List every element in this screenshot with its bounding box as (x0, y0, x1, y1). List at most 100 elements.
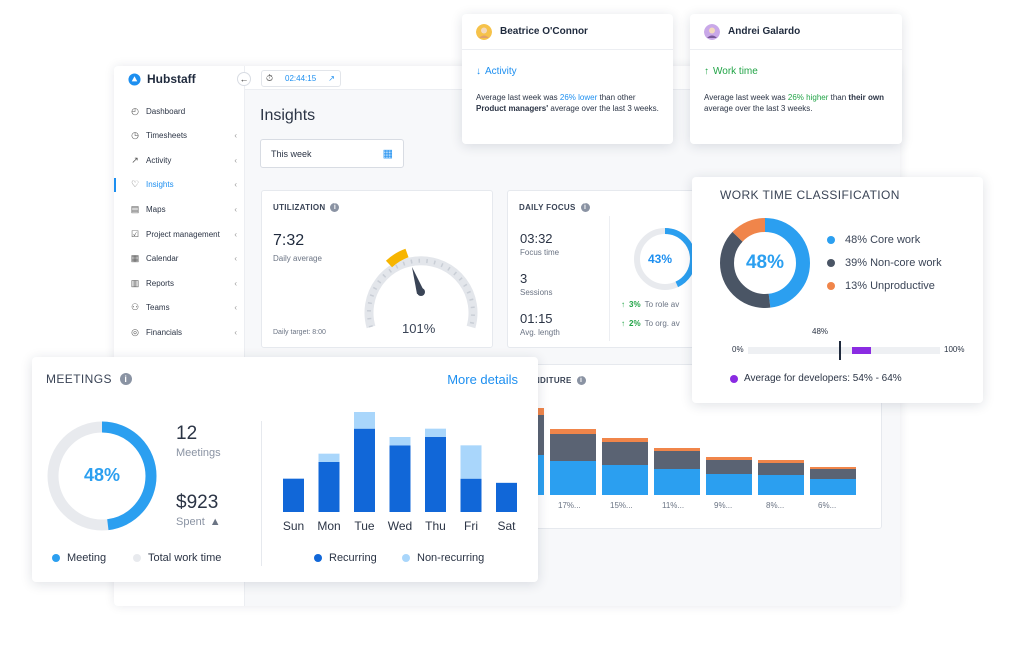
wtc-center-value: 48% (745, 252, 785, 273)
role-text: To role av (644, 300, 680, 309)
expenditure-label: 6%... (818, 501, 837, 510)
expenditure-bar-segment[interactable] (810, 469, 856, 479)
sidebar-item-calendar[interactable]: ▦ Calendar ‹ (114, 249, 245, 269)
timer-widget[interactable]: ⏱ 02:44:15 ↗ (261, 70, 341, 87)
expenditure-bar-segment[interactable] (602, 465, 648, 495)
up-arrow-icon: ↑ (621, 300, 625, 309)
warning-icon[interactable]: ▲ (209, 516, 221, 528)
sidebar-item-label: Maps (146, 204, 166, 214)
expenditure-bar-segment[interactable] (550, 461, 596, 495)
more-details-link[interactable]: More details (447, 372, 518, 387)
sidebar-item-timesheets[interactable]: ◷ Timesheets ‹ (114, 126, 245, 146)
expenditure-bar-segment[interactable] (758, 463, 804, 475)
expenditure-label: 9%... (714, 501, 733, 510)
date-range-value: This week (271, 148, 312, 159)
up-arrow-icon: ↑ (704, 66, 709, 77)
bar-nonrecurring-wed[interactable] (389, 437, 411, 446)
x-tick-label: Fri (464, 519, 478, 533)
bar-nonrecurring-tue[interactable] (354, 412, 375, 429)
beatrice-insight-text: Average last week was 26% lower than oth… (476, 92, 662, 114)
sessions-label: Sessions (520, 288, 553, 297)
expenditure-bar-segment[interactable] (550, 434, 596, 461)
expenditure-bar-segment[interactable] (706, 460, 752, 474)
legend-nonrecurring: Non-recurring (402, 552, 484, 564)
sidebar-item-label: Teams (146, 303, 170, 313)
expenditure-bar-segment[interactable] (706, 474, 752, 495)
external-link-icon[interactable]: ↗ (328, 74, 335, 83)
bold-text: their own (848, 93, 884, 102)
recurring-dot (314, 554, 322, 562)
x-tick-label: Sat (497, 519, 516, 533)
meetings-ring-percent: 48% (83, 465, 121, 485)
calendar-icon: ▦ (382, 148, 393, 160)
sidebar-item-activity[interactable]: ↗ Activity ‹ (114, 150, 245, 170)
expenditure-bar-segment[interactable] (550, 429, 596, 434)
legend-label: 48% Core work (845, 234, 921, 246)
chevron-icon: ‹ (234, 254, 237, 264)
donut-slice[interactable] (720, 218, 810, 308)
donut-slice[interactable] (720, 218, 810, 308)
expenditure-bar-segment[interactable] (758, 460, 804, 463)
bar-recurring-sun[interactable] (283, 478, 304, 512)
chevron-icon: ‹ (234, 131, 237, 141)
clock-icon: ◷ (131, 130, 139, 141)
bar-recurring-fri[interactable] (460, 478, 482, 512)
bar-recurring-sat[interactable] (496, 482, 517, 512)
sidebar-item-reports[interactable]: ▥ Reports ‹ (114, 273, 245, 293)
info-icon[interactable]: i (330, 203, 340, 212)
bar-nonrecurring-fri[interactable] (460, 445, 482, 479)
bar-recurring-tue[interactable] (354, 428, 375, 512)
sidebar-item-label: Project management (146, 229, 220, 239)
sidebar-item-teams[interactable]: ⚇ Teams ‹ (114, 298, 245, 318)
sidebar-item-maps[interactable]: ▤ Maps ‹ (114, 199, 245, 219)
meetings-card: MEETINGS i More details 48% 12 Meetings … (32, 357, 538, 582)
bar-recurring-mon[interactable] (318, 462, 340, 512)
avatar (704, 23, 720, 40)
beatrice-insight-card[interactable]: Beatrice O'Connor ↓ Activity Average las… (462, 14, 673, 144)
avg-length-value: 01:15 (520, 311, 553, 326)
bar-recurring-wed[interactable] (389, 445, 411, 512)
sidebar-item-insights[interactable]: ♡ Insights ‹ (114, 175, 245, 195)
expenditure-bar-segment[interactable] (654, 469, 700, 495)
page-title: Insights (260, 107, 316, 124)
utilization-gauge (364, 248, 478, 329)
expenditure-bar-segment[interactable] (810, 479, 856, 495)
sessions-value: 3 (520, 271, 528, 286)
date-range-picker[interactable]: This week ▦ (260, 139, 404, 168)
sidebar-item-dashboard[interactable]: ◴ Dashboard (114, 101, 245, 121)
info-icon[interactable]: i (119, 373, 132, 385)
bar-nonrecurring-mon[interactable] (318, 453, 340, 462)
expenditure-bar-segment[interactable] (810, 467, 856, 469)
divider (609, 216, 610, 341)
info-icon[interactable]: i (580, 203, 590, 212)
brand-logo[interactable]: Hubstaff (128, 72, 196, 86)
meetings-spent-row: Spent ▲ (176, 516, 221, 528)
marker-label: 48% (812, 327, 829, 336)
developer-average-band (851, 347, 871, 354)
meeting-dot (52, 554, 60, 562)
expenditure-bar-segment[interactable] (602, 438, 648, 442)
andrei-insight-card[interactable]: Andrei Galardo ↑ Work time Average last … (690, 14, 902, 144)
sidebar-item-project-management[interactable]: ☑ Project management ‹ (114, 224, 245, 244)
expenditure-bar-segment[interactable] (654, 451, 700, 469)
andrei-header: Andrei Galardo (690, 14, 902, 50)
range-max: 100% (944, 345, 965, 354)
info-icon[interactable]: i (576, 376, 586, 385)
legend-dot (827, 259, 835, 267)
bar-nonrecurring-thu[interactable] (425, 428, 446, 437)
expenditure-bar-segment[interactable] (706, 457, 752, 460)
expenditure-bar-segment[interactable] (758, 475, 804, 495)
legend-dot (827, 236, 835, 244)
bar-recurring-thu[interactable] (425, 437, 446, 512)
x-tick-label: Wed (388, 519, 412, 533)
legend-recurring-label: Recurring (329, 552, 377, 564)
focus-time-value: 03:32 (520, 231, 553, 246)
utilization-gauge-percent: 101% (402, 321, 436, 336)
expenditure-bar-segment[interactable] (654, 448, 700, 451)
sidebar-item-label: Insights (146, 180, 174, 190)
sidebar-item-financials[interactable]: ◎ Financials ‹ (114, 322, 245, 342)
metric-label: Activity (485, 66, 517, 77)
expenditure-bar-segment[interactable] (602, 442, 648, 465)
collapse-sidebar-button[interactable]: ← (237, 72, 251, 86)
